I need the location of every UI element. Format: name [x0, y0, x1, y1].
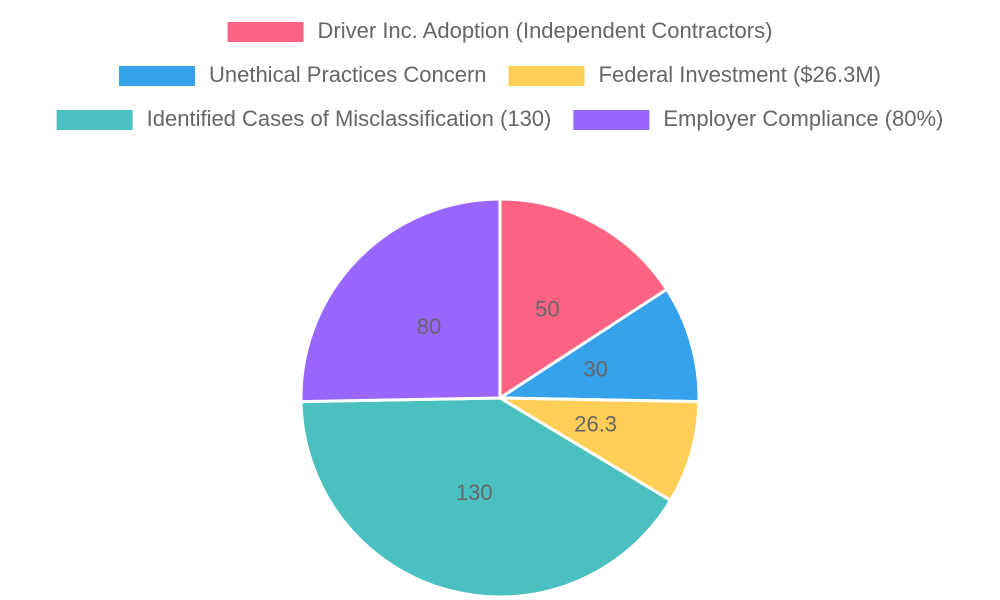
pie-slice	[495, 287, 701, 404]
data-label: 80	[417, 314, 441, 339]
legend-label: Driver Inc. Adoption (Independent Contra…	[318, 18, 773, 43]
legend-swatch	[118, 66, 195, 86]
legend-label: Unethical Practices Concern	[209, 62, 487, 87]
legend-item: Federal Investment ($26.3M)	[508, 62, 881, 87]
legend-item: Driver Inc. Adoption (Independent Contra…	[227, 18, 773, 43]
legend-swatch	[227, 22, 304, 42]
pie-slice	[494, 396, 701, 503]
legend-item: Employer Compliance (80%)	[573, 106, 943, 131]
pie-slice	[299, 197, 502, 404]
legend-item: Identified Cases of Misclassification (1…	[56, 106, 552, 131]
pie-slice	[299, 396, 673, 599]
pie-slice	[498, 197, 669, 401]
data-label: 26.3	[574, 411, 617, 436]
data-label: 50	[535, 296, 559, 321]
legend-swatch	[508, 66, 585, 86]
legend-label: Employer Compliance (80%)	[663, 106, 943, 131]
data-label: 30	[583, 356, 607, 381]
legend-label: Identified Cases of Misclassification (1…	[147, 106, 552, 131]
legend-swatch	[56, 110, 133, 130]
data-label: 130	[456, 480, 493, 505]
legend-item: Unethical Practices Concern	[118, 62, 487, 87]
legend-swatch	[573, 110, 650, 130]
legend-label: Federal Investment ($26.3M)	[599, 62, 881, 87]
